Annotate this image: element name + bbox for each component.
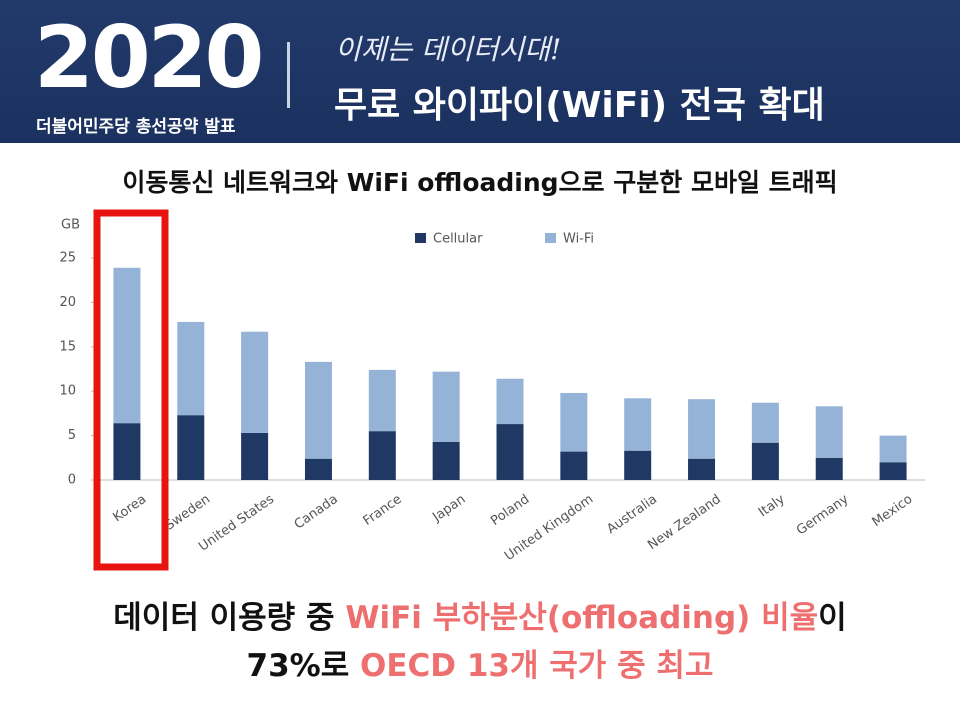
header-band: 2020 더불어민주당 총선공약 발표 이제는 데이터시대! 무료 와이파이(W… <box>0 0 960 143</box>
emphasis-text: WiFi 부하분산(offloading) 비율 <box>345 600 819 636</box>
bar-segment <box>432 441 460 480</box>
x-tick-label: Poland <box>488 492 532 529</box>
bar-segment <box>368 431 396 480</box>
headline: 무료 와이파이(WiFi) 전국 확대 <box>334 85 825 126</box>
y-tick-label: 25 <box>59 251 76 266</box>
year: 2020 <box>34 8 264 108</box>
footer-text: 데이터 이용량 중 <box>113 600 346 636</box>
footer-line: 데이터 이용량 중 WiFi 부하분산(offloading) 비율이 <box>0 592 960 637</box>
x-tick-label: Australia <box>604 492 660 537</box>
x-tick-label: Sweden <box>162 492 213 534</box>
x-tick-label: France <box>361 492 405 529</box>
bar-segment <box>177 321 205 416</box>
emphasis-text: OECD 13개 국가 중 최고 <box>360 648 714 684</box>
x-tick-label: Japan <box>429 492 468 526</box>
bar-segment <box>815 406 843 458</box>
y-axis-label: GB <box>61 218 80 233</box>
bar-segment <box>241 331 269 433</box>
slogan: 이제는 데이터시대! <box>335 33 562 66</box>
legend-swatch <box>415 233 426 243</box>
legend-label: Wi-Fi <box>563 232 594 247</box>
y-tick-label: 10 <box>59 384 76 399</box>
footer-text: 73%로 <box>246 648 361 684</box>
bar-segment <box>496 378 524 425</box>
bar-segment <box>751 402 779 443</box>
bar-segment <box>688 458 716 480</box>
bar-segment <box>113 423 141 480</box>
legend-swatch <box>545 233 556 243</box>
bar-segment <box>624 450 652 480</box>
bar-segment <box>751 442 779 480</box>
bar-segment <box>432 371 460 442</box>
bar-segment <box>879 462 907 480</box>
bar-segment <box>624 398 652 451</box>
x-tick-label: Germany <box>794 492 852 539</box>
bar-segment <box>815 457 843 480</box>
separator <box>287 42 290 108</box>
footer-text: 이 <box>818 600 847 636</box>
bar-segment <box>496 424 524 480</box>
x-tick-label: Korea <box>110 492 149 525</box>
bar-segment <box>241 432 269 480</box>
y-tick-label: 5 <box>68 428 76 443</box>
legend-label: Cellular <box>433 232 483 247</box>
bar-segment <box>177 415 205 480</box>
bar-segment <box>879 435 907 463</box>
bar-segment <box>368 369 396 432</box>
highlight-box <box>93 209 169 571</box>
party: 더불어민주당 총선공약 발표 <box>36 117 236 137</box>
footer-line: 73%로 OECD 13개 국가 중 최고 <box>0 640 960 685</box>
bar-segment <box>113 267 141 424</box>
y-tick-label: 0 <box>68 473 76 488</box>
y-tick-label: 20 <box>59 295 76 310</box>
x-tick-label: Mexico <box>870 492 916 530</box>
x-tick-label: Canada <box>292 492 341 533</box>
bar-segment <box>560 392 588 452</box>
y-tick-label: 15 <box>59 339 76 354</box>
bar-segment <box>688 399 716 459</box>
bar-segment <box>304 458 332 480</box>
bar-segment <box>560 451 588 480</box>
x-tick-label: Italy <box>756 492 788 521</box>
chart-title: 이동통신 네트워크와 WiFi offloading으로 구분한 모바일 트래픽 <box>122 168 838 197</box>
bar-segment <box>304 361 332 459</box>
